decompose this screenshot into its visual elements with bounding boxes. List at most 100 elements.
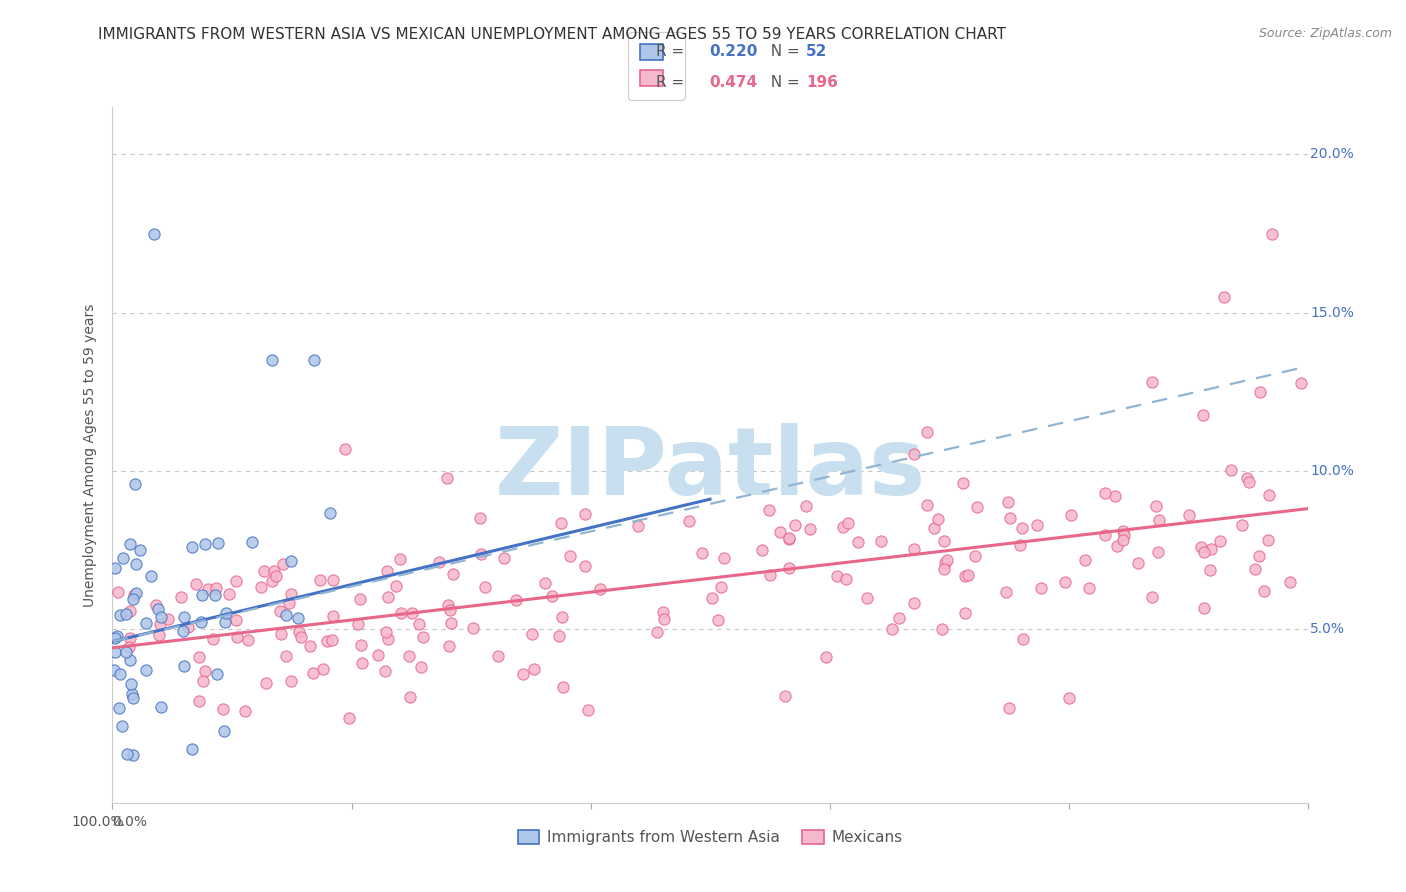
Point [148,628,170,642]
Point [924,521,946,535]
Point [150,610,173,624]
Point [134,663,156,677]
Point [322,609,344,624]
Point [374,624,396,639]
Point [1247,549,1270,563]
Point [574,507,596,521]
Point [1105,539,1128,553]
Point [149,699,172,714]
Point [263,564,285,578]
Point [1094,486,1116,500]
Point [339,711,361,725]
Point [253,564,276,578]
Point [157,612,180,626]
Point [932,562,955,576]
Point [870,533,893,548]
Point [1146,545,1168,559]
Point [953,606,976,620]
Point [205,666,228,681]
Point [1257,488,1279,502]
Point [1236,470,1258,484]
Point [322,573,344,587]
Point [225,574,247,588]
Point [367,648,389,663]
Text: 5.0%: 5.0% [1310,622,1346,636]
Point [468,511,491,525]
Point [120,604,142,618]
Point [280,554,302,568]
Text: N =: N = [761,75,804,90]
Point [409,660,432,674]
Point [690,546,713,560]
Point [389,606,412,620]
Point [142,227,165,241]
Point [401,606,423,620]
Point [385,579,408,593]
Point [652,612,675,626]
Point [512,667,534,681]
Point [218,587,240,601]
Point [547,629,569,643]
Point [778,532,800,546]
Text: Source: ZipAtlas.com: Source: ZipAtlas.com [1258,27,1392,40]
Point [1104,489,1126,503]
Point [118,640,141,655]
Point [486,649,509,664]
Point [302,353,325,368]
Point [271,557,294,571]
Point [578,703,600,717]
Point [520,626,543,640]
Point [115,747,138,761]
Point [108,701,131,715]
Point [118,652,141,666]
Point [931,622,953,636]
Point [124,477,146,491]
Point [1025,518,1047,533]
Point [550,516,572,531]
Point [903,541,925,556]
Point [1060,508,1083,523]
Point [474,580,496,594]
Point [1147,513,1170,527]
Point [104,645,127,659]
Point [181,742,204,756]
Point [827,569,849,583]
Point [934,533,956,548]
Point [110,607,132,622]
Point [1194,600,1216,615]
Point [1278,575,1301,590]
Point [553,680,575,694]
Point [1053,575,1076,590]
Point [107,584,129,599]
Text: 196: 196 [806,75,838,90]
Point [184,576,207,591]
Point [280,674,302,689]
Point [927,511,949,525]
Point [212,724,235,739]
Text: 0.474: 0.474 [709,75,758,90]
Point [299,639,322,653]
Point [120,677,142,691]
Text: 52: 52 [806,44,828,59]
Point [1289,376,1312,391]
Text: 20.0%: 20.0% [1310,147,1354,161]
Point [129,542,152,557]
Point [558,549,581,563]
Point [321,633,343,648]
Point [120,536,142,550]
Point [280,587,302,601]
Point [627,519,650,533]
Point [122,691,145,706]
Point [135,615,157,630]
Point [1012,632,1035,647]
Point [108,666,131,681]
Point [915,498,938,512]
Point [700,591,723,605]
Point [399,690,422,705]
Point [149,617,172,632]
Point [574,559,596,574]
Point [1094,528,1116,542]
Point [264,568,287,582]
Point [778,561,800,575]
Point [1111,533,1133,547]
